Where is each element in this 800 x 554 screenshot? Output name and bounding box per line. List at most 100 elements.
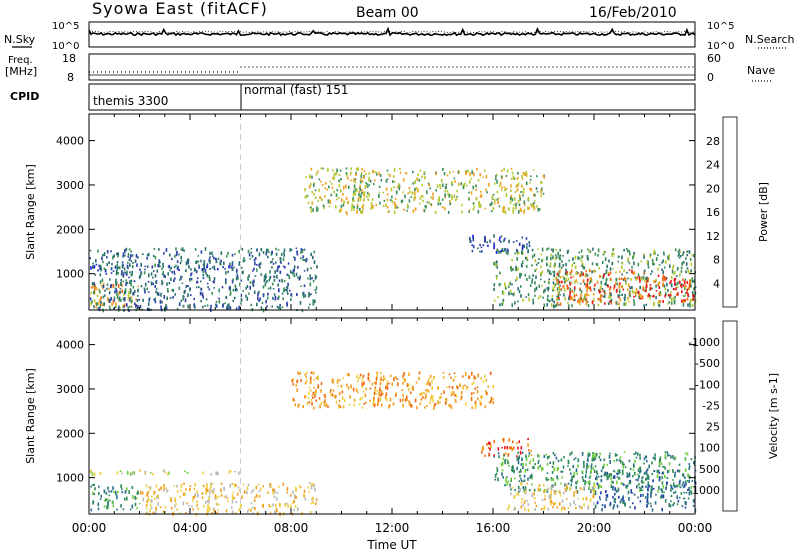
heatmap-cell bbox=[532, 300, 535, 305]
cpid-panel-frame bbox=[88, 83, 696, 111]
heatmap-cell bbox=[352, 192, 355, 197]
heatmap-cell bbox=[289, 248, 291, 252]
beam-label: Beam 00 bbox=[356, 5, 419, 21]
heatmap-cell bbox=[310, 485, 313, 490]
heatmap-cell bbox=[585, 297, 588, 299]
heatmap-cell bbox=[314, 274, 317, 277]
heatmap-cell bbox=[542, 174, 545, 178]
heatmap-cell bbox=[566, 286, 569, 291]
heatmap-cell bbox=[391, 199, 394, 204]
heatmap-cell bbox=[386, 206, 389, 209]
x-tick-label: 16:00 bbox=[476, 521, 511, 535]
heatmap-cell bbox=[360, 178, 362, 180]
heatmap-cell bbox=[105, 273, 108, 275]
heatmap-cell bbox=[165, 247, 168, 252]
heatmap-cell bbox=[659, 300, 661, 303]
heatmap-cell bbox=[274, 510, 276, 514]
heatmap-cell bbox=[503, 186, 506, 188]
heatmap-cell bbox=[489, 441, 491, 445]
heatmap-cell bbox=[585, 468, 588, 471]
heatmap-cell bbox=[603, 273, 605, 278]
heatmap-cell bbox=[314, 391, 316, 394]
heatmap-cell bbox=[504, 452, 507, 455]
y-tick-label: 3000 bbox=[56, 179, 84, 192]
heatmap-cell bbox=[532, 458, 535, 462]
heatmap-cell bbox=[684, 280, 686, 285]
heatmap-cell bbox=[109, 307, 111, 311]
heatmap-cell bbox=[134, 289, 136, 293]
heatmap-cell bbox=[531, 278, 534, 281]
heatmap-cell bbox=[616, 482, 618, 485]
heatmap-cell bbox=[379, 397, 382, 402]
heatmap-cell bbox=[126, 303, 128, 307]
heatmap-cell bbox=[606, 264, 608, 268]
heatmap-cell bbox=[569, 479, 572, 482]
heatmap-cell bbox=[521, 482, 523, 486]
heatmap-cell bbox=[321, 183, 324, 187]
heatmap-cell bbox=[548, 273, 551, 275]
heatmap-cell bbox=[528, 489, 531, 492]
heatmap-cell bbox=[501, 302, 503, 306]
heatmap-cell bbox=[628, 292, 631, 295]
heatmap-cell bbox=[684, 458, 687, 461]
heatmap-cell bbox=[226, 497, 229, 500]
heatmap-cell bbox=[236, 289, 238, 292]
heatmap-cell bbox=[154, 511, 157, 516]
heatmap-cell bbox=[606, 473, 608, 477]
heatmap-cell bbox=[682, 299, 685, 303]
heatmap-cell bbox=[331, 378, 334, 383]
heatmap-cell bbox=[612, 486, 614, 488]
heatmap-cell bbox=[569, 283, 571, 286]
heatmap-cell bbox=[253, 499, 256, 503]
heatmap-cell bbox=[503, 238, 505, 242]
heatmap-cell bbox=[569, 281, 571, 284]
heatmap-cell bbox=[683, 260, 685, 264]
heatmap-cell bbox=[505, 251, 508, 254]
heatmap-cell bbox=[450, 391, 453, 395]
heatmap-cell bbox=[363, 175, 365, 179]
heatmap-cell bbox=[520, 446, 523, 450]
heatmap-cell bbox=[179, 278, 181, 281]
heatmap-cell bbox=[499, 303, 501, 307]
heatmap-cell bbox=[621, 461, 624, 466]
heatmap-cell bbox=[233, 497, 236, 500]
heatmap-cell bbox=[216, 512, 218, 514]
heatmap-cell bbox=[255, 493, 258, 498]
heatmap-cell bbox=[192, 508, 194, 511]
heatmap-cell bbox=[174, 504, 176, 508]
heatmap-cell bbox=[523, 479, 526, 482]
heatmap-cell bbox=[586, 292, 588, 296]
heatmap-cell bbox=[484, 207, 487, 210]
heatmap-cell bbox=[271, 250, 273, 255]
heatmap-cell bbox=[547, 507, 550, 511]
heatmap-cell bbox=[233, 296, 236, 300]
heatmap-cell bbox=[440, 396, 443, 399]
x-tick-label: 08:00 bbox=[274, 521, 309, 535]
heatmap-cell bbox=[503, 454, 505, 457]
colorbar-tick-label: -1000 bbox=[688, 336, 720, 349]
heatmap-cell bbox=[140, 262, 142, 267]
heatmap-cell bbox=[459, 383, 461, 387]
heatmap-cell bbox=[203, 505, 205, 508]
heatmap-cell bbox=[422, 199, 424, 203]
heatmap-cell bbox=[628, 269, 631, 271]
heatmap-cell bbox=[468, 210, 470, 213]
heatmap-cell bbox=[168, 471, 170, 476]
heatmap-cell bbox=[514, 252, 516, 255]
heatmap-cell bbox=[688, 479, 690, 483]
heatmap-cell bbox=[562, 255, 564, 257]
heatmap-cell bbox=[114, 290, 116, 294]
heatmap-cell bbox=[596, 470, 598, 474]
heatmap-cell bbox=[146, 499, 148, 504]
heatmap-cell bbox=[367, 373, 370, 377]
freq-trace bbox=[89, 66, 695, 76]
heatmap-cell bbox=[362, 205, 364, 210]
heatmap-cell bbox=[432, 398, 434, 403]
heatmap-cell bbox=[647, 265, 650, 269]
heatmap-cell bbox=[502, 207, 504, 209]
heatmap-cell bbox=[682, 497, 685, 500]
heatmap-cell bbox=[435, 189, 437, 192]
heatmap-cell bbox=[587, 465, 590, 468]
heatmap-cell bbox=[567, 482, 570, 485]
